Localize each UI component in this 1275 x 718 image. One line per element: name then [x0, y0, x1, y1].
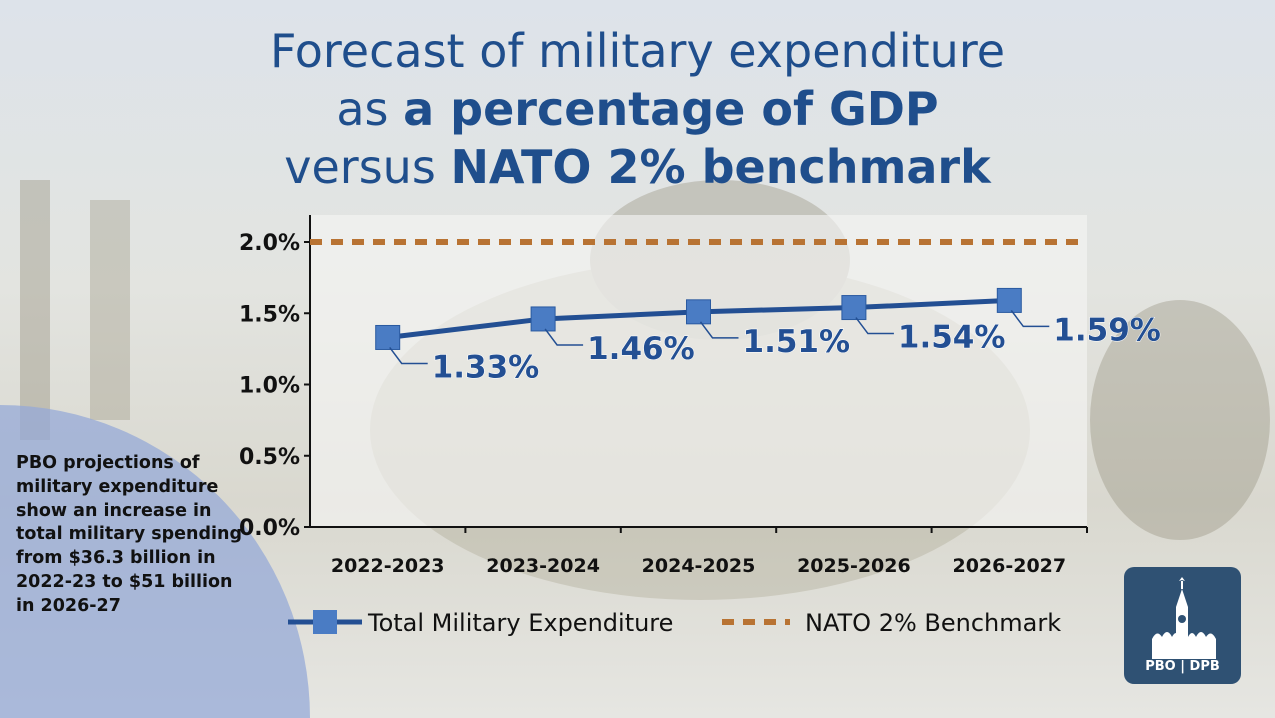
title-line-2: as [336, 82, 404, 136]
pbo-logo: PBO | DPB [1124, 567, 1241, 684]
x-tick-label: 2024-2025 [642, 555, 756, 577]
legend-label-nato: NATO 2% Benchmark [805, 609, 1061, 637]
data-point [686, 299, 711, 325]
label-leader [544, 328, 584, 346]
data-point [996, 287, 1022, 313]
legend-marker-total [313, 610, 337, 634]
parliament-icon [1152, 577, 1216, 659]
label-leader [389, 347, 428, 365]
label-leader [1010, 309, 1050, 328]
data-label: 1.33% [432, 349, 540, 385]
data-point [530, 306, 556, 332]
side-note: PBO projections of military expenditure … [16, 453, 242, 616]
x-tick-label: 2026-2027 [952, 555, 1066, 577]
y-tick-label: 1.5% [239, 302, 300, 327]
title-line-3: versus [284, 140, 451, 194]
x-tick-label: 2023-2024 [486, 555, 600, 577]
data-point [375, 324, 401, 350]
logo-text: PBO | DPB [1145, 659, 1220, 674]
x-tick-label: 2025-2026 [797, 555, 911, 577]
legend-label-total: Total Military Expenditure [367, 609, 673, 637]
title-line-3-bold: NATO 2% benchmark [450, 140, 991, 194]
data-point [841, 295, 867, 321]
x-tick-label: 2022-2023 [331, 555, 445, 577]
chart-title: Forecast of military expenditure as a pe… [0, 22, 1275, 196]
title-line-2-bold: a percentage of GDP [403, 82, 939, 136]
y-tick-label: 1.0% [239, 374, 300, 399]
title-line-1: Forecast of military expenditure [269, 24, 1006, 78]
label-leader [699, 321, 739, 339]
plot-area [310, 215, 1087, 527]
data-label: 1.46% [587, 331, 695, 367]
y-tick-label: 2.0% [239, 231, 300, 256]
data-label: 1.54% [898, 320, 1006, 356]
label-leader [855, 317, 894, 335]
y-tick-label: 0.5% [239, 445, 300, 470]
data-label: 1.59% [1053, 312, 1161, 348]
data-label: 1.51% [743, 324, 851, 360]
y-tick-label: 0.0% [239, 516, 300, 541]
